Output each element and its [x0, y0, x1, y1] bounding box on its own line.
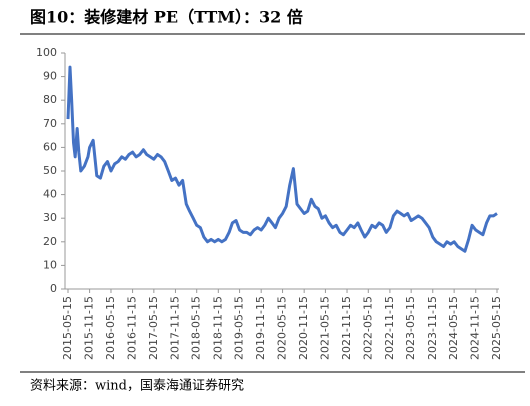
x-tick-label: 2024-05-15: [447, 296, 460, 360]
x-tick-label: 2021-11-15: [340, 296, 353, 360]
x-tick-label: 2021-05-15: [318, 296, 331, 360]
y-tick-label: 70: [43, 117, 57, 130]
x-tick-label: 2023-05-15: [404, 296, 417, 360]
x-tick-label: 2019-11-15: [254, 296, 267, 360]
x-tick-label: 2022-11-15: [383, 296, 396, 360]
y-tick-label: 60: [43, 140, 57, 153]
x-tick-label: 2025-05-15: [490, 296, 503, 360]
x-tick-label: 2017-11-15: [168, 296, 181, 360]
y-tick-label: 0: [50, 282, 57, 295]
y-tick-label: 40: [43, 188, 57, 201]
y-tick-label: 90: [43, 70, 57, 83]
x-tick-label: 2018-11-15: [211, 296, 224, 360]
x-tick-label: 2016-11-15: [126, 296, 139, 360]
x-tick-label: 2017-05-15: [147, 296, 160, 360]
x-tick-label: 2023-11-15: [426, 296, 439, 360]
y-tick-label: 100: [36, 46, 57, 59]
y-tick-label: 80: [43, 93, 57, 106]
y-tick-label: 50: [43, 164, 57, 177]
y-tick-label: 20: [43, 235, 57, 248]
x-tick-label: 2022-05-15: [361, 296, 374, 360]
x-tick-label: 2015-05-15: [61, 296, 74, 360]
x-tick-label: 2018-05-15: [190, 296, 203, 360]
x-tick-label: 2020-11-15: [297, 296, 310, 360]
x-tick-label: 2016-05-15: [104, 296, 117, 360]
x-tick-label: 2015-11-15: [83, 296, 96, 360]
data-line: [66, 65, 498, 253]
x-tick-label: 2020-05-15: [276, 296, 289, 360]
source-note: 资料来源：wind，国泰海通证券研究: [30, 378, 244, 394]
chart-title: 图10：装修建材 PE（TTM）：32 倍: [30, 8, 303, 27]
y-tick-label: 30: [43, 211, 57, 224]
x-tick-label: 2024-11-15: [469, 296, 482, 360]
x-tick-label: 2019-05-15: [233, 296, 246, 360]
y-tick-label: 10: [43, 258, 57, 271]
